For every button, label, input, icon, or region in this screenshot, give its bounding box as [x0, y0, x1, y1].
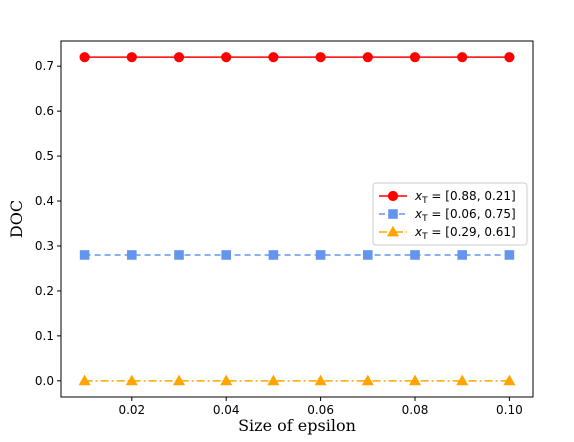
data-point [220, 374, 233, 386]
series-layer [78, 52, 516, 386]
y-tick-label: 0.1 [35, 329, 54, 343]
series-3 [78, 374, 516, 386]
data-point [172, 374, 186, 386]
data-point [268, 52, 279, 63]
y-axis-label: DOC [7, 200, 26, 238]
series-2 [79, 250, 515, 260]
legend-sub: T [421, 196, 428, 206]
data-point [457, 52, 468, 63]
data-point [504, 52, 515, 63]
data-point [503, 374, 516, 386]
data-point [315, 250, 326, 260]
legend-value: = [0.88, 0.21] [428, 189, 516, 203]
legend-entry: xT = [0.29, 0.61] [414, 225, 516, 242]
y-tick-label: 0.4 [35, 194, 54, 208]
y-tick-label: 0.5 [35, 149, 54, 163]
legend-box [372, 182, 528, 246]
plot-frame [60, 40, 534, 398]
data-point [125, 374, 138, 386]
x-tick-label: 0.02 [118, 403, 145, 417]
y-tick-label: 0.7 [35, 59, 54, 73]
data-point [268, 250, 279, 260]
data-point [456, 374, 469, 386]
data-point [173, 52, 185, 63]
data-point [409, 52, 421, 63]
data-point [79, 52, 90, 63]
legend-value: = [0.06, 0.75] [428, 207, 516, 221]
x-tick-label: 0.06 [307, 403, 334, 417]
legend-var: x [414, 225, 423, 239]
legend-var: x [414, 189, 423, 203]
axes-layer: 0.02 0.04 0.06 0.08 0.10 0.0 0.1 0.2 0.3 0.4 0.5 0.… [35, 40, 534, 417]
data-point [127, 250, 137, 260]
legend-entry: xT = [0.06, 0.75] [414, 207, 516, 224]
data-point [504, 250, 515, 260]
legend-sub: T [421, 232, 428, 242]
data-point [362, 52, 373, 63]
legend-var: x [414, 207, 423, 221]
data-point [363, 250, 373, 260]
x-tick-label: 0.10 [496, 403, 523, 417]
data-point [267, 374, 280, 386]
data-point [78, 374, 91, 386]
legend-marker [388, 209, 398, 219]
legend-marker [387, 190, 399, 202]
legend-sub: T [421, 214, 428, 224]
data-point [361, 374, 374, 386]
data-point [221, 250, 231, 260]
data-point [315, 52, 326, 63]
x-tick-label: 0.04 [213, 403, 240, 417]
data-point [126, 52, 137, 63]
y-tick-label: 0.2 [35, 284, 54, 298]
data-point [174, 250, 184, 260]
y-tick-label: 0.0 [35, 374, 54, 388]
y-tick-label: 0.3 [35, 239, 54, 253]
legend-entry: xT = [0.88, 0.21] [414, 189, 516, 206]
data-point [221, 52, 232, 63]
data-point [408, 374, 422, 386]
data-point [457, 250, 467, 260]
x-tick-label: 0.08 [402, 403, 429, 417]
legend-marker [386, 225, 400, 237]
series-1 [79, 52, 515, 63]
legend-value: = [0.29, 0.61] [428, 225, 516, 239]
y-tick-label: 0.6 [35, 104, 54, 118]
data-point [410, 250, 420, 260]
data-point [314, 374, 327, 386]
x-axis-label: Size of epsilon [238, 416, 356, 435]
legend: xT = [0.88, 0.21]xT = [0.06, 0.75]xT = [… [372, 182, 528, 246]
data-point [79, 250, 90, 260]
